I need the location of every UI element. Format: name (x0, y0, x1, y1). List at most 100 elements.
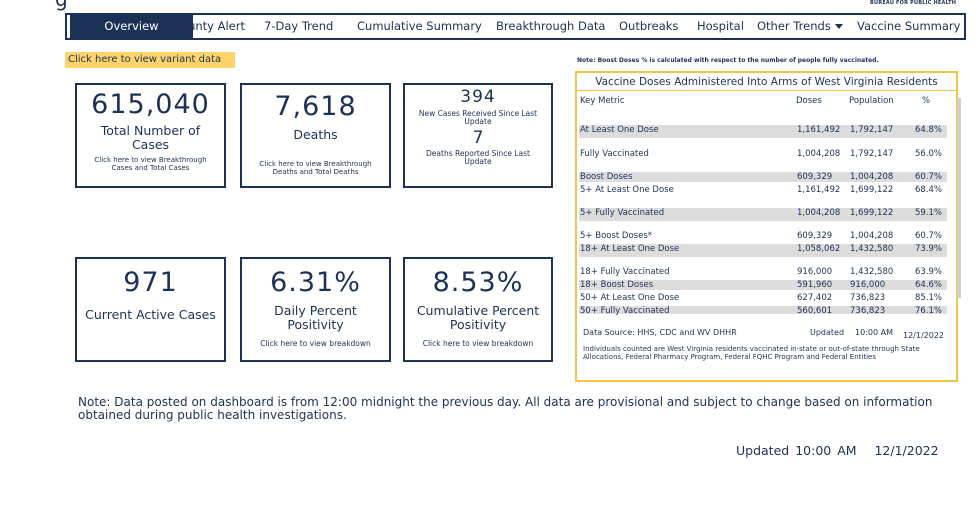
table-row: 50+ Fully Vaccinated 560,601 736,823 76.1% (579, 306, 947, 316)
cell-population: 736,823 (850, 306, 886, 316)
daily-positivity-card: 6.31% Daily Percent Positivity Click her… (240, 257, 391, 362)
cell-doses: 609,329 (797, 231, 833, 241)
tab-other-trends[interactable]: Other Trends (757, 15, 843, 38)
cumulative-positivity-value: 8.53% (432, 267, 524, 298)
new-deaths-label: Deaths Reported Since Last Update (426, 149, 530, 166)
tab-breakthrough-data[interactable]: Breakthrough Data (496, 19, 606, 33)
cell-population: 1,004,208 (850, 172, 894, 182)
vaccine-footnote: Individuals counted are West Virginia re… (583, 345, 920, 361)
updated-timestamp: Updated 10:00 AM 12/1/2022 (736, 443, 939, 458)
new-deaths-value: 7 (472, 128, 484, 148)
col-header-metric: Key Metric (580, 96, 625, 106)
cell-pct: 64.8% (915, 125, 943, 135)
cell-metric: Fully Vaccinated (580, 149, 649, 159)
new-cases-label: New Cases Received Since Last Update (418, 109, 538, 126)
cell-doses: 1,161,492 (797, 185, 841, 195)
cell-metric: 50+ At Least One Dose (580, 293, 680, 303)
table-row: 18+ At Least One Dose 1,058,062 1,432,580 7… (579, 244, 947, 257)
tab-overview[interactable]: Overview (70, 15, 193, 38)
variant-data-link[interactable]: Click here to view variant data (65, 52, 235, 68)
table-row: 50+ At Least One Dose 627,402 736,823 85.1% (579, 293, 947, 303)
cumulative-breakdown-link[interactable]: Click here to view breakdown (422, 339, 534, 348)
cell-pct: 59.1% (915, 208, 943, 218)
active-cases-value: 971 (123, 267, 178, 298)
vaccine-table: Vaccine Doses Administered Into Arms of … (575, 71, 958, 382)
bureau-name: BUREAU FOR PUBLIC HEALTH (870, 0, 957, 6)
cumulative-positivity-card: 8.53% Cumulative Percent Positivity Clic… (403, 257, 553, 362)
table-row: 5+ Fully Vaccinated 1,004,208 1,699,122 59.… (579, 208, 947, 221)
vaccine-updated-label: Updated (810, 328, 845, 337)
daily-positivity-label: Daily Percent Positivity (274, 303, 357, 332)
cell-population: 916,000 (850, 280, 886, 290)
cumulative-positivity-label: Cumulative Percent Positivity (416, 303, 540, 332)
breakthrough-deaths-link[interactable]: Click here to view Breakthrough Deaths a… (259, 160, 372, 176)
cell-population: 1,792,147 (850, 125, 894, 135)
cell-population: 1,792,147 (850, 149, 894, 159)
daily-breakdown-link[interactable]: Click here to view breakdown (260, 339, 371, 348)
cell-pct: 60.7% (915, 231, 943, 241)
table-row: 18+ Boost Doses 591,960 916,000 64.6% (579, 280, 947, 290)
cell-metric: 18+ Fully Vaccinated (580, 267, 670, 277)
cell-metric: Boost Doses (580, 172, 633, 182)
cell-doses: 627,402 (797, 293, 833, 303)
cell-doses: 1,004,208 (797, 208, 841, 218)
tab-7-day-trend[interactable]: 7-Day Trend (264, 19, 334, 33)
table-row: Fully Vaccinated 1,004,208 1,792,147 56.0% (579, 149, 947, 162)
cell-population: 736,823 (850, 293, 886, 303)
active-cases-card: 971 Current Active Cases (75, 257, 226, 362)
new-cases-card: 394 New Cases Received Since Last Update… (403, 83, 553, 188)
main-nav: Overview County Alert 7-Day Trend Cumula… (65, 13, 966, 40)
cell-pct: 56.0% (915, 149, 943, 159)
table-row: At Least One Dose 1,161,492 1,792,147 64.8% (579, 125, 947, 138)
updated-date: 12/1/2022 (874, 443, 939, 458)
vaccine-table-title: Vaccine Doses Administered Into Arms of … (595, 76, 938, 88)
table-row: 5+ At Least One Dose 1,161,492 1,699,122 68… (579, 185, 947, 198)
tab-county-alert[interactable]: County Alert (173, 19, 245, 33)
tab-other-trends-label: Other Trends (757, 19, 831, 33)
updated-time: 10:00 AM (795, 443, 857, 458)
deaths-label: Deaths (293, 127, 338, 142)
cell-metric: 50+ Fully Vaccinated (580, 306, 670, 316)
data-provisional-note: Note: Data posted on dashboard is from 1… (78, 395, 933, 422)
cell-metric: At Least One Dose (580, 125, 659, 135)
active-cases-label: Current Active Cases (85, 307, 216, 322)
cell-doses: 560,601 (797, 306, 833, 316)
cell-doses: 609,329 (797, 172, 833, 182)
cell-doses: 1,004,208 (797, 149, 841, 159)
cell-pct: 60.7% (915, 172, 943, 182)
cell-metric: 5+ At Least One Dose (580, 185, 674, 195)
cell-metric: 18+ Boost Doses (580, 280, 654, 290)
cell-metric: 5+ Fully Vaccinated (580, 208, 665, 218)
new-cases-value: 394 (460, 87, 496, 107)
tab-cumulative-summary[interactable]: Cumulative Summary (357, 19, 482, 33)
updated-label: Updated (736, 443, 790, 458)
cell-pct: 63.9% (915, 267, 943, 277)
cell-population: 1,699,122 (850, 208, 894, 218)
cell-population: 1,432,580 (850, 267, 894, 277)
cell-population: 1,699,122 (850, 185, 894, 195)
cell-metric: 18+ At Least One Dose (580, 244, 680, 254)
tab-vaccine-summary[interactable]: Vaccine Summary (857, 19, 961, 33)
cell-population: 1,004,208 (850, 231, 894, 241)
cell-doses: 591,960 (797, 280, 833, 290)
col-header-population: Population (849, 96, 894, 106)
tab-hospital[interactable]: Hospital (697, 19, 744, 33)
cell-pct: 64.6% (915, 280, 943, 290)
tab-outbreaks[interactable]: Outbreaks (619, 19, 679, 33)
cell-pct: 85.1% (915, 293, 943, 303)
cell-doses: 1,058,062 (797, 244, 841, 254)
chevron-down-icon (834, 24, 843, 29)
total-cases-card: 615,040 Total Number of Cases Click here… (75, 83, 226, 188)
cell-pct: 68.4% (915, 185, 943, 195)
page-title: g (55, 0, 68, 11)
deaths-value: 7,618 (274, 91, 357, 122)
table-row: 18+ Fully Vaccinated 916,000 1,432,580 63.9… (579, 267, 947, 277)
cell-pct: 76.1% (915, 306, 943, 316)
table-row: 5+ Boost Doses* 609,329 1,004,208 60.7% (579, 231, 947, 241)
boost-doses-note: Note: Boost Doses % is calculated with r… (577, 57, 879, 64)
col-header-pct: % (922, 96, 931, 106)
vaccine-table-scrollbar[interactable] (957, 98, 961, 298)
cell-doses: 916,000 (797, 267, 833, 277)
daily-positivity-value: 6.31% (270, 267, 361, 298)
breakthrough-cases-link[interactable]: Click here to view Breakthrough Cases an… (94, 156, 207, 172)
